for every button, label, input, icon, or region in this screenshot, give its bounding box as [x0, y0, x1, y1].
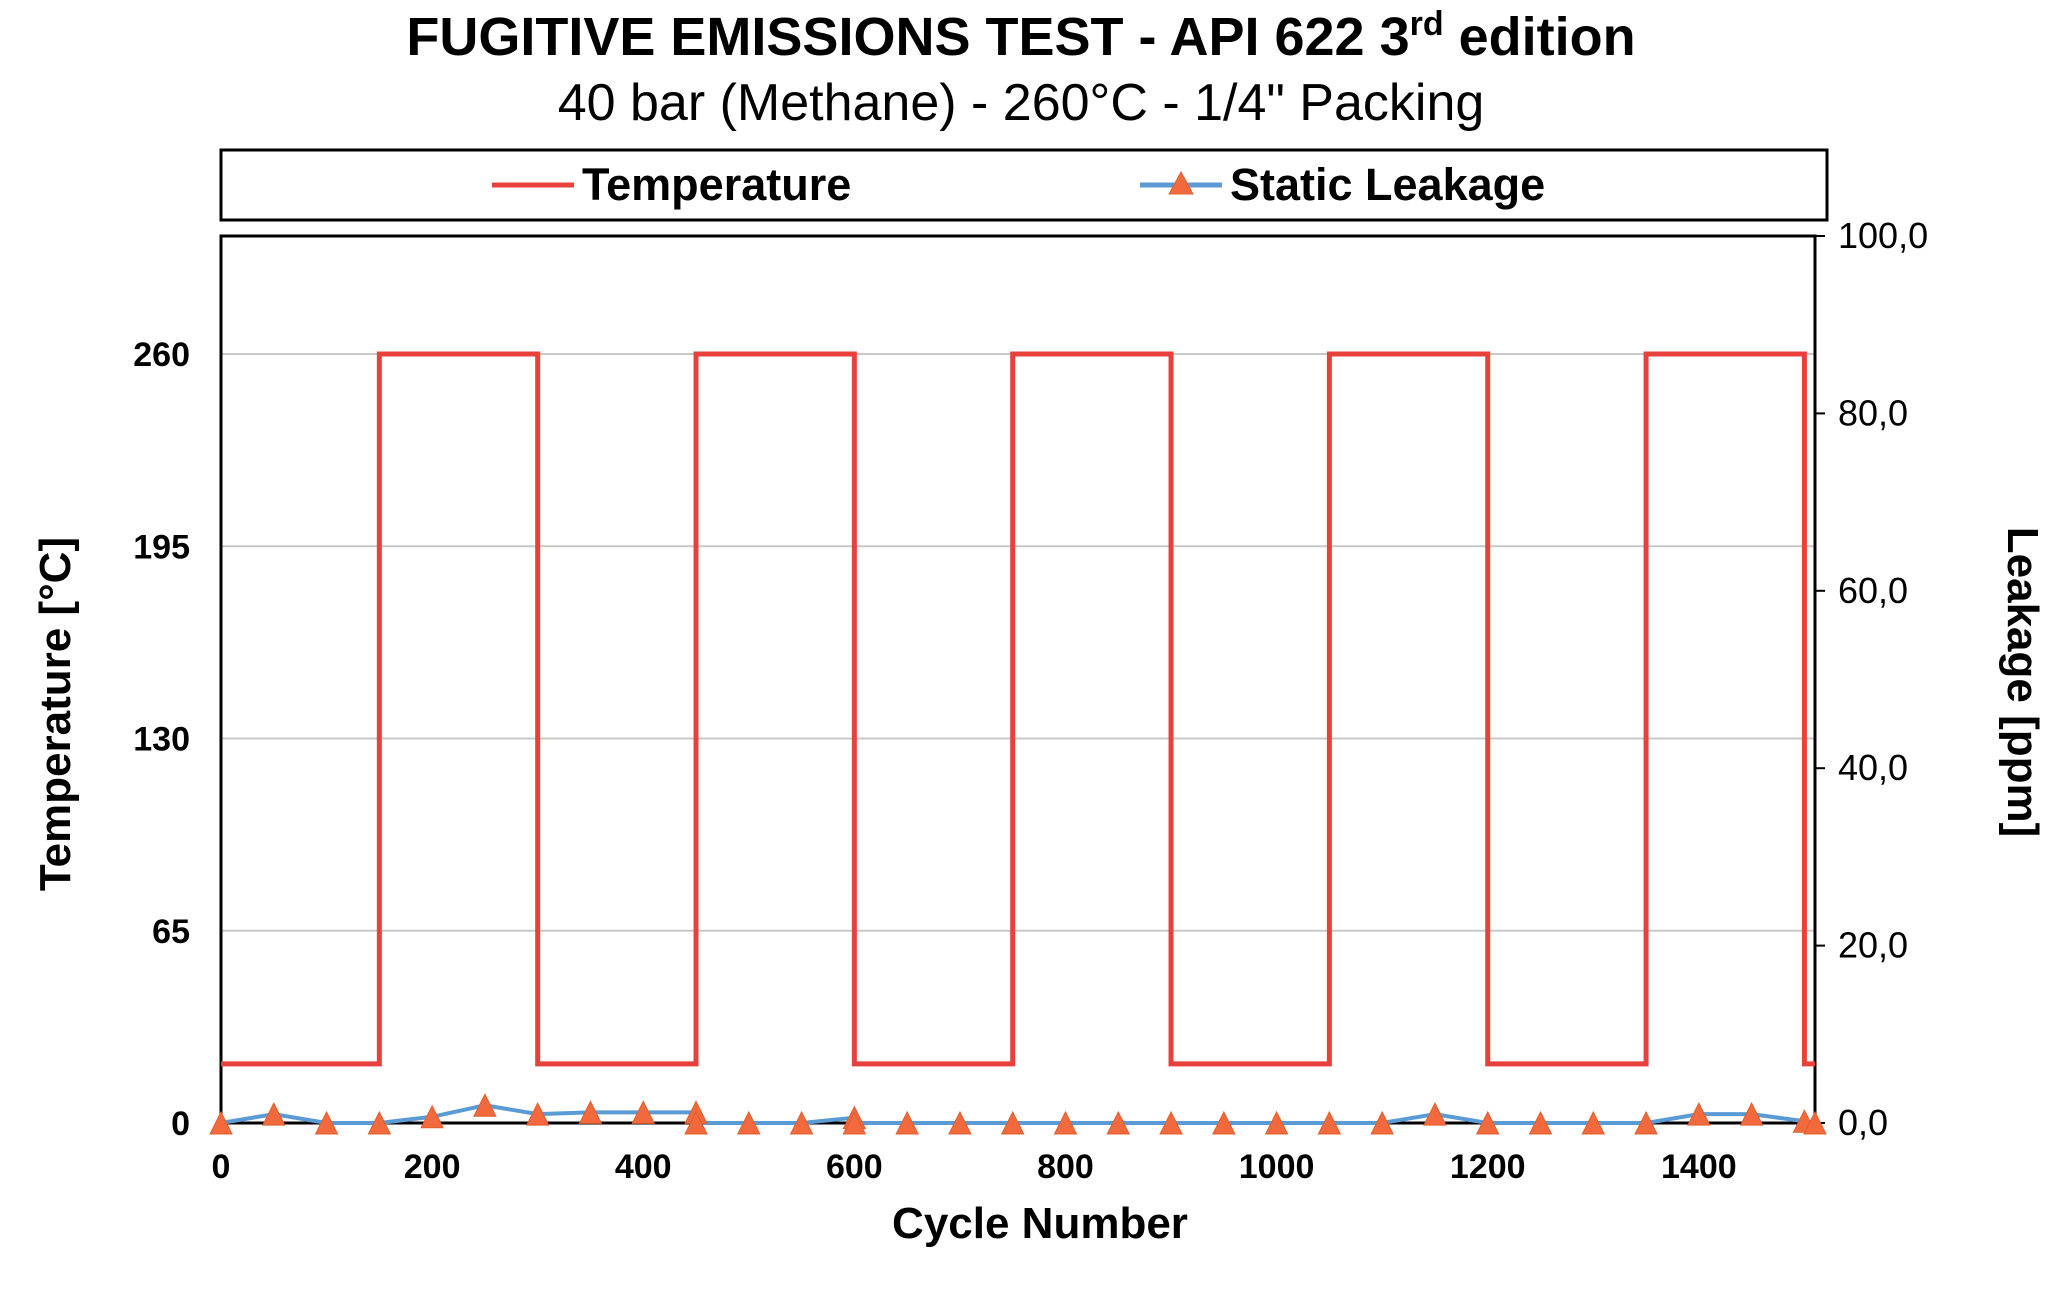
static-leakage-point: [1634, 1110, 1658, 1135]
x-tick-0: 0: [212, 1148, 231, 1186]
series-layer: [209, 351, 1827, 1135]
static-leakage-point: [789, 1110, 814, 1135]
static-leakage-point: [631, 1100, 656, 1124]
static-leakage-point: [736, 1110, 761, 1135]
x-tick-1400: 1400: [1661, 1148, 1737, 1186]
static-leakage-point: [420, 1104, 444, 1129]
static-leakage-point: [261, 1102, 286, 1126]
y-right-tick-40,0: 40,0: [1838, 747, 1908, 788]
static-leakage-point: [842, 1110, 867, 1135]
x-axis-ticks: 0 200 400 600 800 1000 1200 1400: [212, 1148, 1737, 1186]
y-left-tick-195: 195: [133, 528, 190, 566]
series-temperature-line: [221, 351, 1815, 1067]
y-right-tick-0,0: 0,0: [1838, 1102, 1888, 1143]
x-tick-400: 400: [615, 1148, 672, 1186]
chart-subtitle: 40 bar (Methane) - 260°C - 1/4" Packing: [558, 74, 1485, 132]
static-leakage-point: [473, 1093, 497, 1117]
legend-leakage-label: Static Leakage: [1230, 159, 1545, 210]
static-leakage-point: [895, 1110, 919, 1135]
x-tick-600: 600: [826, 1148, 883, 1186]
y-axis-right-ticks: 0,0 20,0 40,0 60,0 80,0 100,0: [1815, 215, 1928, 1143]
y-left-tick-65: 65: [152, 913, 190, 951]
y-right-tick-20,0: 20,0: [1838, 925, 1908, 966]
static-leakage-point: [1317, 1110, 1342, 1135]
static-leakage-point: [525, 1102, 550, 1126]
static-leakage-point: [1000, 1110, 1025, 1135]
static-leakage-point: [1803, 1110, 1827, 1135]
static-leakage-point: [1370, 1110, 1394, 1135]
y-right-tick-60,0: 60,0: [1838, 570, 1908, 611]
static-leakage-point: [1581, 1110, 1606, 1135]
legend-temperature-label: Temperature: [582, 159, 851, 210]
y-right-tick-100,0: 100,0: [1838, 215, 1928, 256]
static-leakage-point: [1528, 1110, 1553, 1135]
static-leakage-point: [1053, 1110, 1078, 1135]
static-leakage-point: [948, 1110, 972, 1135]
static-leakage-point: [1212, 1110, 1236, 1135]
static-leakage-point: [209, 1110, 233, 1135]
x-tick-200: 200: [404, 1148, 461, 1186]
static-leakage-point: [367, 1110, 392, 1135]
y-axis-left-title: Temperature [°C]: [31, 537, 80, 891]
x-axis-title: Cycle Number: [892, 1199, 1188, 1248]
y-left-tick-0: 0: [171, 1105, 190, 1143]
x-tick-1000: 1000: [1239, 1148, 1315, 1186]
static-leakage-point: [1423, 1102, 1447, 1126]
legend-leakage-marker: [1168, 170, 1194, 195]
static-leakage-point: [578, 1100, 603, 1124]
y-axis-left-ticks: 0 65 130 195 260: [133, 336, 190, 1143]
static-leakage-point: [1264, 1110, 1289, 1135]
y-left-tick-260: 260: [133, 336, 190, 374]
static-leakage-point: [314, 1110, 339, 1135]
y-left-tick-130: 130: [133, 721, 190, 759]
static-leakage-point: [1475, 1110, 1500, 1135]
legend: Temperature Static Leakage: [219, 148, 1829, 222]
static-leakage-point: [1159, 1110, 1183, 1135]
chart-title: FUGITIVE EMISSIONS TEST - API 622 3rd ed…: [406, 5, 1635, 67]
legend-box: [219, 148, 1829, 222]
plot-area-frame: [219, 234, 1817, 1125]
series-static-leakage-line: [220, 1103, 1816, 1125]
static-leakage-point: [684, 1110, 708, 1135]
gridlines: [221, 353, 1815, 932]
static-leakage-point: [1106, 1110, 1131, 1135]
y-axis-right-title: Leakage [ppm]: [1998, 527, 2047, 838]
static-leakage-point: [1687, 1102, 1711, 1126]
y-right-tick-80,0: 80,0: [1838, 392, 1908, 433]
x-tick-1200: 1200: [1450, 1148, 1526, 1186]
x-tick-800: 800: [1037, 1148, 1094, 1186]
static-leakage-point: [1739, 1102, 1764, 1126]
